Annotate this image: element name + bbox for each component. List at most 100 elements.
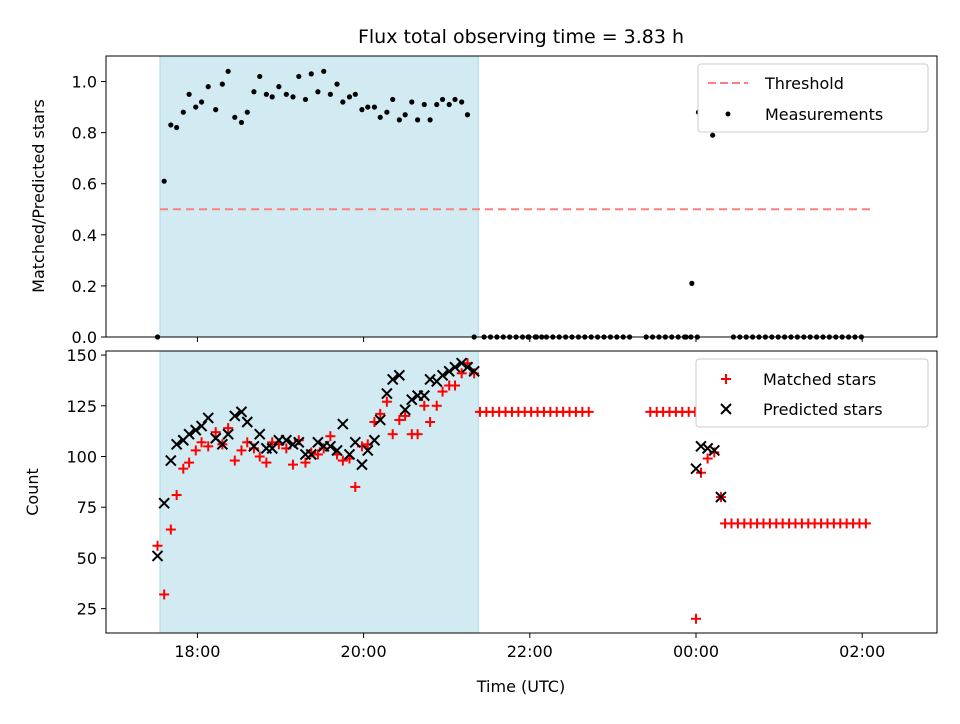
predicted-star-point — [381, 387, 393, 400]
bottom-legend: Matched stars Predicted stars — [695, 358, 929, 428]
predicted-star-point — [337, 418, 349, 430]
measurement-point — [415, 117, 421, 123]
predicted-star-point — [424, 373, 436, 386]
matched-star-point — [190, 445, 201, 456]
predicted-star-point — [165, 454, 177, 467]
matched-star-point — [184, 457, 195, 468]
x-axis-label: Time (UTC) — [476, 677, 565, 696]
measurement-point — [390, 96, 396, 103]
measurement-point — [174, 124, 180, 131]
measurement-point — [186, 91, 192, 97]
top-shaded-span — [159, 55, 479, 338]
bottom-y-axis-label: Count — [23, 468, 42, 516]
measurement-point — [710, 132, 716, 138]
measurement-point — [302, 96, 309, 103]
matched-star-point — [178, 463, 189, 474]
predicted-star-point — [349, 436, 362, 449]
matched-star-point — [419, 400, 430, 411]
bottom-panel: 25 50 75 100 125 150 18:00 20:00 22:00 00:00 02:0… — [23, 346, 938, 696]
measurement-point — [315, 89, 321, 95]
top-legend-item-1: Measurements — [765, 105, 883, 124]
predicted-star-point — [386, 373, 399, 386]
predicted-star-point — [695, 440, 707, 453]
predicted-star-point — [229, 410, 241, 422]
measurement-point — [251, 89, 257, 95]
matched-star-point — [152, 540, 163, 551]
y-tick-label: 0.6 — [72, 175, 97, 194]
matched-star-point — [394, 414, 405, 425]
top-legend-frame — [697, 63, 929, 133]
matched-star-point — [437, 386, 448, 397]
measurement-point — [402, 112, 408, 118]
observing-span — [159, 350, 479, 634]
matched-star-point — [387, 429, 398, 440]
bottom-shaded-span — [159, 350, 479, 634]
y-tick-label: 125 — [66, 397, 97, 416]
measurement-point — [427, 117, 433, 123]
top-x-ticks — [196, 337, 863, 342]
matched-star-point — [196, 437, 207, 448]
bottom-legend-item-0: Matched stars — [763, 370, 876, 389]
measurement-point — [269, 94, 275, 100]
top-legend: Threshold Measurements — [697, 63, 929, 133]
matched-star-point — [312, 449, 323, 460]
matched-star-point — [350, 481, 361, 492]
measurement-point — [205, 84, 211, 90]
measurement-point — [421, 101, 427, 108]
predicted-star-point — [241, 416, 253, 428]
measurement-point — [168, 122, 174, 128]
matched-star-point — [223, 423, 234, 434]
x-tick-label: 18:00 — [174, 642, 220, 661]
predicted-star-point — [254, 428, 266, 440]
matched-legend-swatch — [721, 374, 731, 384]
matched-star-point — [400, 410, 411, 421]
predicted-star-point — [158, 497, 170, 509]
matched-star-point — [431, 400, 442, 411]
predicted-star-point — [195, 420, 208, 432]
measurement-point — [352, 91, 358, 97]
predicted-star-point — [362, 444, 374, 457]
matched-star-point — [412, 429, 423, 440]
measurement-point — [219, 81, 225, 87]
measurement-point — [365, 104, 371, 110]
measurement-point — [232, 114, 238, 120]
measurement-point — [371, 104, 378, 110]
top-y-ticks: 0.0 0.2 0.4 0.6 0.8 1.0 — [72, 73, 106, 347]
predicted-star-point — [393, 369, 406, 382]
predicted-star-point — [356, 458, 368, 471]
measurement-point — [409, 99, 415, 105]
measurement-point — [290, 94, 296, 100]
predicted-star-point — [436, 369, 449, 382]
predicted-star-point — [248, 440, 260, 453]
measurement-point — [377, 114, 383, 120]
predicted-star-point — [151, 550, 164, 562]
predicted-star-point — [468, 365, 480, 377]
measurement-point — [263, 91, 269, 97]
predicted-star-point — [406, 393, 418, 406]
predicted-star-point — [461, 361, 474, 373]
predicted-star-point — [690, 462, 702, 475]
measurement-point — [384, 109, 390, 115]
predicted-star-point — [170, 438, 183, 451]
measurement-point — [439, 96, 446, 103]
measurement-point — [340, 99, 346, 105]
measurement-point — [213, 107, 219, 113]
measurement-point — [359, 107, 365, 113]
measurement-point — [225, 68, 231, 74]
predicted-star-point — [324, 440, 337, 453]
bottom-axes-frame — [105, 350, 938, 634]
measurement-point — [296, 73, 302, 80]
predicted-star-point — [343, 448, 356, 461]
predicted-star-point — [399, 404, 411, 416]
measurement-point — [434, 101, 440, 108]
predicted-star-point — [235, 406, 248, 418]
predicted-star-point — [222, 428, 234, 440]
measurement-point — [452, 96, 458, 103]
observing-span — [159, 55, 479, 338]
matched-star-point — [691, 613, 702, 624]
predicted-star-point — [183, 428, 195, 440]
measurement-point — [321, 68, 327, 74]
measurement-point — [396, 117, 402, 123]
measurement-point — [283, 91, 289, 97]
